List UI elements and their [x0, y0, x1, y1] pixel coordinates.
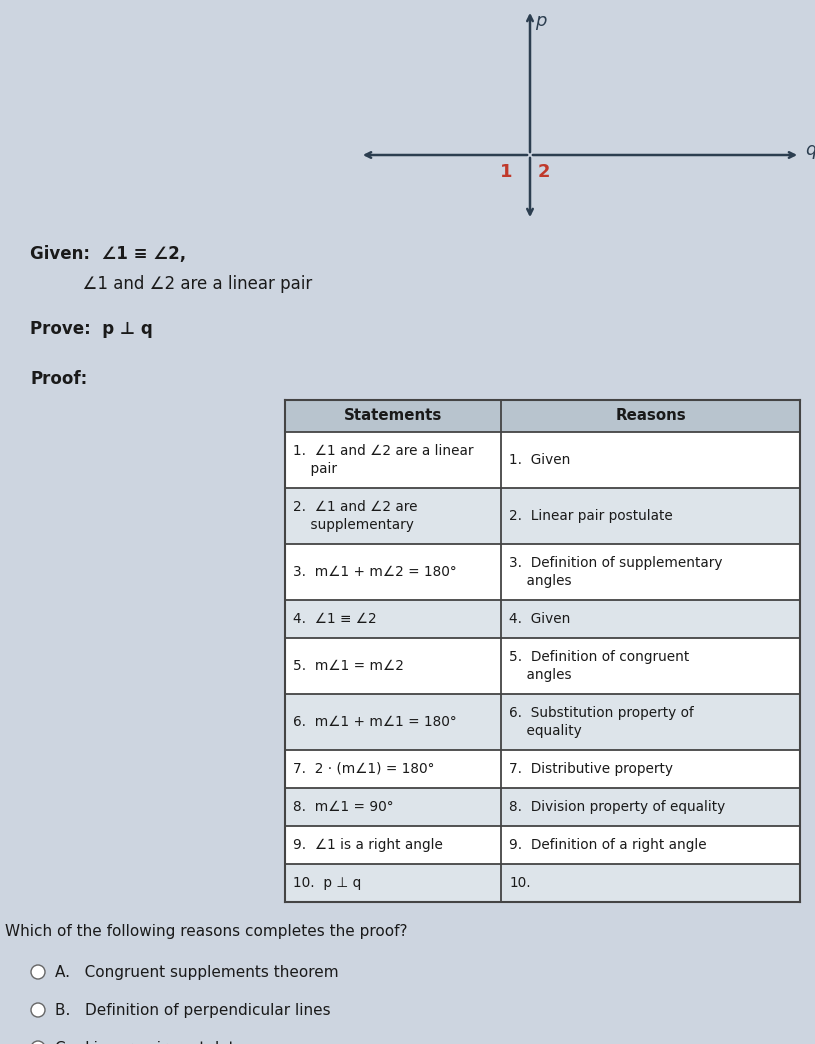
Text: 2.  Linear pair postulate: 2. Linear pair postulate — [509, 509, 673, 523]
Text: ∠1 and ∠2 are a linear pair: ∠1 and ∠2 are a linear pair — [30, 275, 312, 293]
Bar — [285, 826, 800, 864]
Text: 1.  ∠1 and ∠2 are a linear
    pair: 1. ∠1 and ∠2 are a linear pair — [293, 444, 474, 476]
Text: 8.  m∠1 = 90°: 8. m∠1 = 90° — [293, 800, 394, 814]
Text: 2.  ∠1 and ∠2 are
    supplementary: 2. ∠1 and ∠2 are supplementary — [293, 500, 417, 532]
Text: C.   Linear pair postulate: C. Linear pair postulate — [55, 1041, 244, 1044]
Text: Statements: Statements — [344, 408, 443, 424]
Bar — [285, 694, 800, 750]
Text: 1.  Given: 1. Given — [509, 453, 570, 467]
Text: 1: 1 — [500, 163, 512, 181]
Text: 3.  m∠1 + m∠2 = 180°: 3. m∠1 + m∠2 = 180° — [293, 565, 456, 579]
Bar — [285, 600, 800, 638]
Text: Reasons: Reasons — [615, 408, 686, 424]
Text: 6.  m∠1 + m∠1 = 180°: 6. m∠1 + m∠1 = 180° — [293, 715, 456, 729]
Bar — [285, 544, 800, 600]
Bar — [285, 750, 800, 788]
Text: 4.  ∠1 ≡ ∠2: 4. ∠1 ≡ ∠2 — [293, 612, 377, 626]
Text: 8.  Division property of equality: 8. Division property of equality — [509, 800, 725, 814]
Bar — [285, 400, 800, 432]
Text: 7.  2 · (m∠1) = 180°: 7. 2 · (m∠1) = 180° — [293, 762, 434, 776]
Text: 9.  ∠1 is a right angle: 9. ∠1 is a right angle — [293, 838, 443, 852]
Bar — [285, 488, 800, 544]
Text: A.   Congruent supplements theorem: A. Congruent supplements theorem — [55, 965, 338, 979]
Text: 2: 2 — [538, 163, 550, 181]
Text: p: p — [535, 11, 546, 30]
Text: Proof:: Proof: — [30, 370, 87, 388]
Text: 7.  Distributive property: 7. Distributive property — [509, 762, 673, 776]
Circle shape — [31, 1041, 45, 1044]
Text: Which of the following reasons completes the proof?: Which of the following reasons completes… — [5, 924, 408, 939]
Text: 10.: 10. — [509, 876, 531, 889]
Text: Prove:  p ⊥ q: Prove: p ⊥ q — [30, 321, 152, 338]
Text: Given:  ∠1 ≡ ∠2,: Given: ∠1 ≡ ∠2, — [30, 245, 186, 263]
Bar — [285, 432, 800, 488]
Bar — [285, 638, 800, 694]
Text: 9.  Definition of a right angle: 9. Definition of a right angle — [509, 838, 707, 852]
Text: 4.  Given: 4. Given — [509, 612, 570, 626]
Bar — [285, 788, 800, 826]
Text: 5.  Definition of congruent
    angles: 5. Definition of congruent angles — [509, 650, 689, 682]
Text: 3.  Definition of supplementary
    angles: 3. Definition of supplementary angles — [509, 556, 723, 588]
Text: 5.  m∠1 = m∠2: 5. m∠1 = m∠2 — [293, 659, 404, 673]
Text: B.   Definition of perpendicular lines: B. Definition of perpendicular lines — [55, 1002, 331, 1018]
Text: q: q — [805, 141, 815, 159]
Text: 10.  p ⊥ q: 10. p ⊥ q — [293, 876, 361, 889]
Text: 6.  Substitution property of
    equality: 6. Substitution property of equality — [509, 706, 694, 738]
Circle shape — [31, 965, 45, 979]
Bar — [285, 864, 800, 902]
Circle shape — [31, 1003, 45, 1017]
